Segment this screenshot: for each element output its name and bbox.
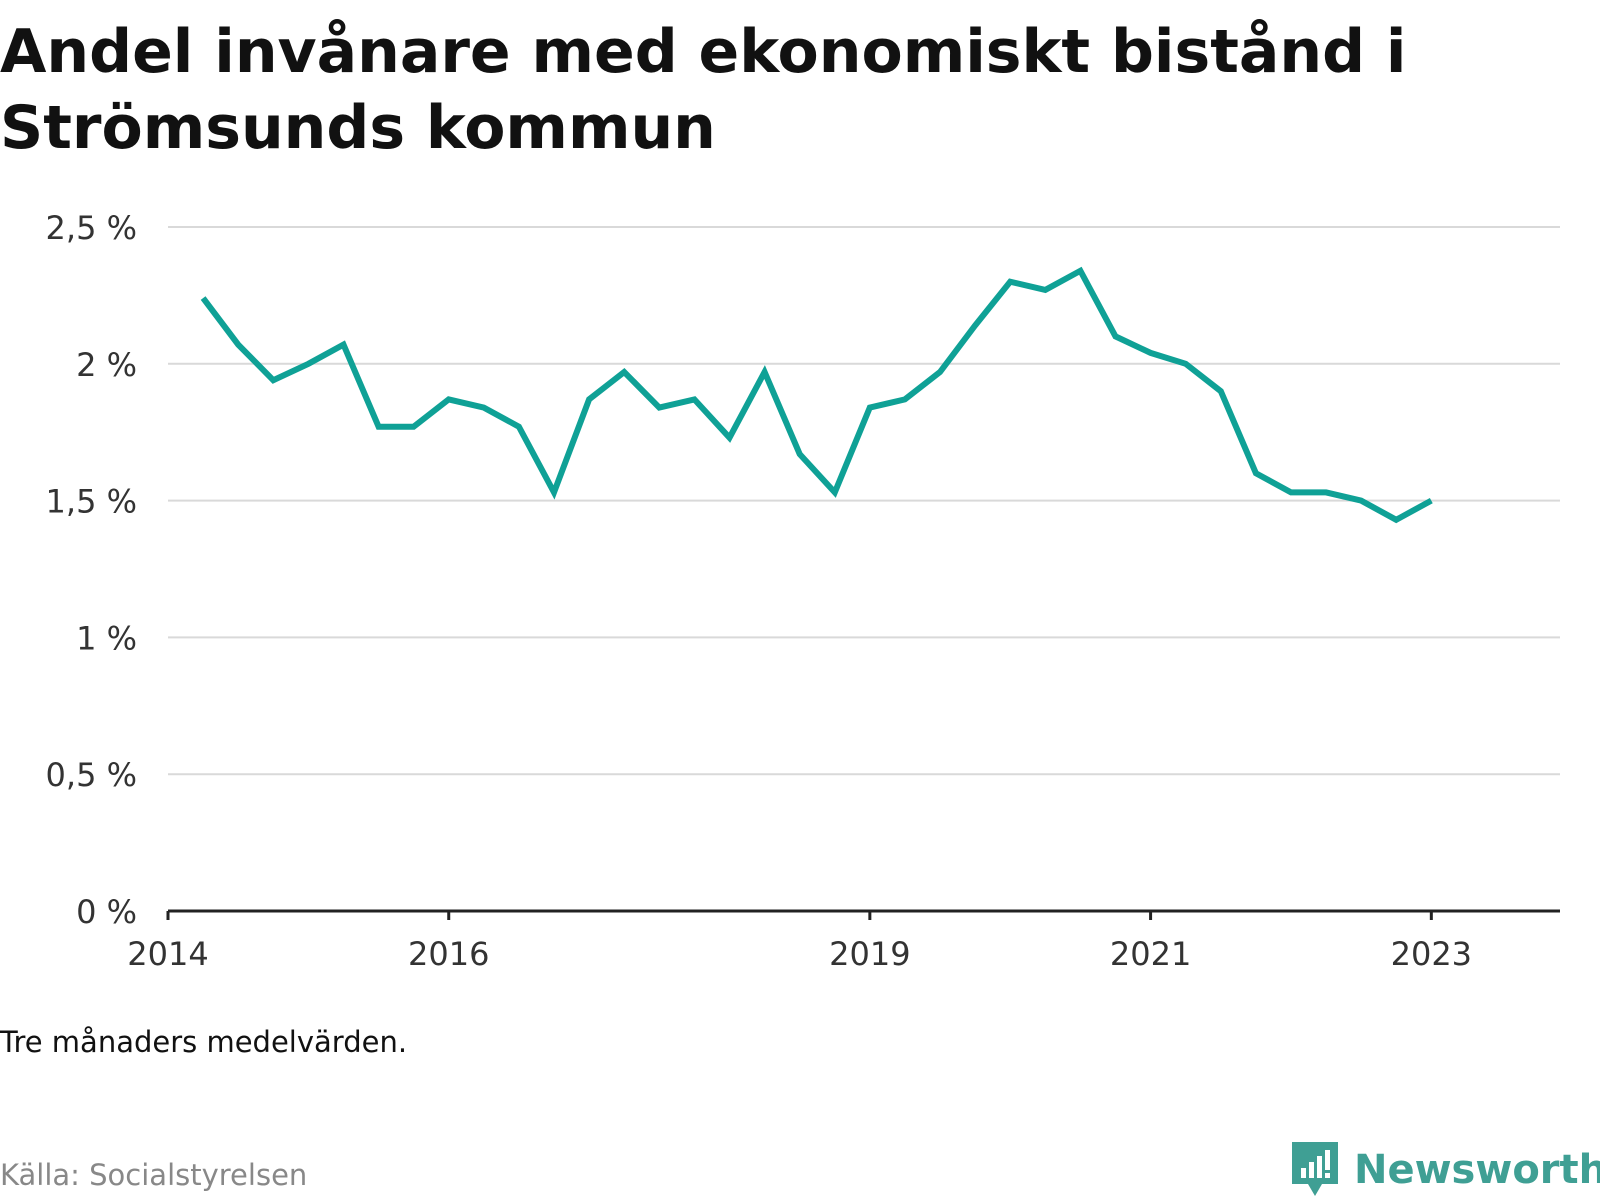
x-tick-label: 2016 bbox=[408, 935, 489, 973]
grid-lines bbox=[168, 226, 1560, 776]
chart-note: Tre månaders medelvärden. bbox=[0, 1025, 408, 1059]
y-tick-label: 2 % bbox=[76, 346, 137, 384]
x-tick-label: 2014 bbox=[127, 935, 208, 973]
newsworthy-logo-icon bbox=[1292, 1142, 1338, 1196]
x-tick-label: 2023 bbox=[1391, 935, 1472, 973]
y-tick-labels: 0 % 0,5 % 1 % 1,5 % 2 % 2,5 % bbox=[46, 209, 137, 931]
brand-logo: Newsworthy bbox=[1290, 1140, 1600, 1200]
y-tick-label: 1,5 % bbox=[46, 483, 137, 521]
y-tick-label: 0 % bbox=[76, 893, 137, 931]
brand-name: Newsworthy bbox=[1354, 1147, 1600, 1193]
y-tick-label: 2,5 % bbox=[46, 209, 137, 247]
y-tick-label: 0,5 % bbox=[46, 756, 137, 794]
series-line bbox=[200, 266, 1433, 524]
y-tick-label: 1 % bbox=[76, 619, 137, 657]
x-tick-label: 2021 bbox=[1110, 935, 1191, 973]
series-layer bbox=[200, 266, 1433, 524]
line-chart: 0 % 0,5 % 1 % 1,5 % 2 % 2,5 % 2014 2016 2019 202… bbox=[46, 209, 1560, 973]
source-text: Källa: Socialstyrelsen bbox=[0, 1158, 308, 1192]
x-tick-label: 2019 bbox=[829, 935, 910, 973]
chart-title: Andel invånare med ekonomiskt bistånd i … bbox=[0, 17, 1407, 163]
x-axis: 2014 2016 2019 2021 2023 bbox=[127, 909, 1560, 973]
